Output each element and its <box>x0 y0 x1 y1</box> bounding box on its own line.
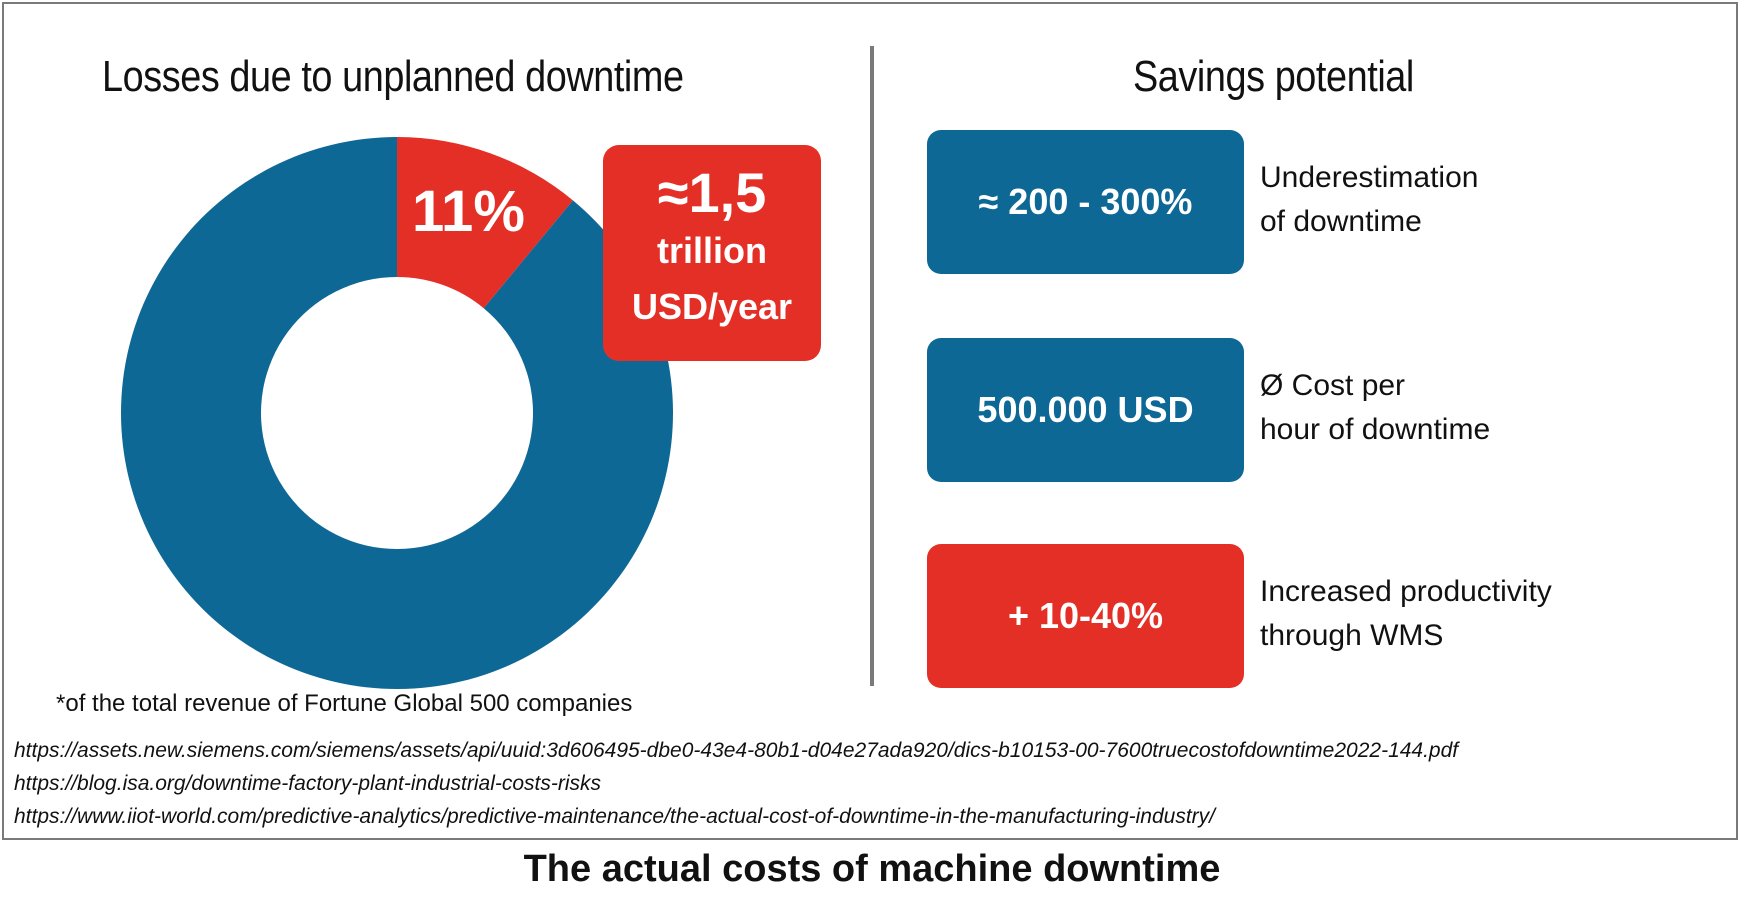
sources-list: https://assets.new.siemens.com/siemens/a… <box>14 734 1458 833</box>
savings-value-productivity: + 10-40% <box>927 544 1244 688</box>
callout-unit-line2: USD/year <box>631 286 793 327</box>
savings-value-underestimation: ≈ 200 - 300% <box>927 130 1244 274</box>
savings-value-cost-per-hour: 500.000 USD <box>927 338 1244 482</box>
desc-line: Underestimation <box>1260 161 1479 194</box>
donut-slice-0 <box>397 137 573 309</box>
desc-line: of downtime <box>1260 205 1422 238</box>
desc-line: Ø Cost per <box>1260 369 1406 402</box>
figure-caption: The actual costs of machine downtime <box>523 848 1221 890</box>
savings-desc-underestimation: Underestimation of downtime <box>1260 156 1478 244</box>
savings-desc-cost-per-hour: Ø Cost per hour of downtime <box>1260 364 1490 452</box>
savings-desc-productivity: Increased productivity through WMS <box>1260 570 1552 658</box>
desc-line: hour of downtime <box>1260 413 1491 446</box>
desc-line: Increased productivity <box>1260 575 1552 608</box>
source-link[interactable]: https://assets.new.siemens.com/siemens/a… <box>14 739 1459 762</box>
panel-divider <box>870 46 874 686</box>
callout-unit-line1: trillion <box>657 230 767 271</box>
savings-heading: Savings potential <box>1133 52 1414 101</box>
slice-label-downtime: 11% <box>412 179 525 244</box>
losses-callout: ≈1,5 trillion USD/year <box>603 145 821 361</box>
source-link[interactable]: https://www.iiot-world.com/predictive-an… <box>14 805 1215 828</box>
downtime-donut-chart <box>121 137 673 689</box>
donut-slice-1 <box>121 137 673 689</box>
revenue-footnote: *of the total revenue of Fortune Global … <box>56 690 633 717</box>
losses-heading: Losses due to unplanned downtime <box>102 52 684 101</box>
desc-line: through WMS <box>1260 619 1444 652</box>
callout-value: ≈1,5 <box>657 161 767 224</box>
source-link[interactable]: https://blog.isa.org/downtime-factory-pl… <box>14 772 602 795</box>
